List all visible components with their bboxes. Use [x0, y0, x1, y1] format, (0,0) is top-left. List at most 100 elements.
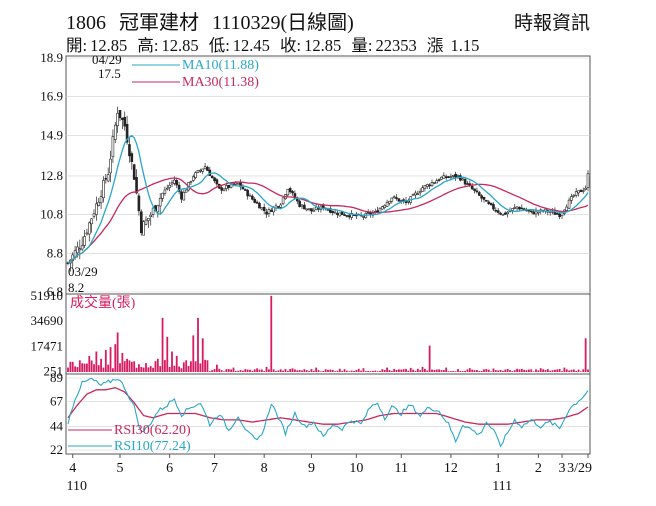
candle-body	[421, 187, 424, 192]
y-tick-label: 251	[44, 364, 64, 379]
candle-body	[506, 211, 509, 215]
volume-bar	[239, 370, 242, 372]
volume-bar	[123, 361, 126, 372]
volume-bar	[537, 370, 540, 372]
volume-bar	[575, 370, 578, 372]
x-tick-label: 10	[349, 461, 363, 476]
volume-bar	[322, 370, 325, 372]
candle-body	[513, 207, 517, 209]
volume-bar	[216, 364, 218, 372]
candle-body	[267, 209, 271, 214]
volume-bar	[407, 370, 410, 372]
volume-bar	[112, 368, 114, 372]
x-tick-label: 6	[166, 461, 173, 476]
candle-body	[251, 195, 254, 200]
volume-bar	[539, 368, 542, 372]
candle-body	[435, 180, 439, 184]
volume-bar	[520, 368, 523, 372]
candle-body	[258, 203, 261, 209]
volume-bar	[556, 369, 559, 372]
volume-bar	[119, 363, 121, 372]
volume-bar	[476, 370, 478, 372]
volume-bar	[338, 368, 341, 372]
legend-rsi10: RSI10(77.24)	[68, 439, 191, 454]
volume-bar	[440, 370, 443, 372]
volume-bar	[88, 355, 91, 372]
candle-body	[139, 211, 143, 234]
candle-body	[215, 179, 219, 185]
candle-body	[90, 218, 93, 225]
candle-body	[433, 182, 436, 184]
legend-rsi10-label: RSI10(77.24)	[114, 439, 191, 454]
volume-bar	[402, 369, 405, 372]
candle-body	[144, 219, 148, 225]
volume-bar	[355, 370, 358, 372]
candle-body	[312, 210, 316, 212]
candle-body	[76, 246, 79, 254]
volume-bar	[182, 362, 185, 372]
volume-bar	[367, 370, 370, 372]
candle-body	[572, 194, 576, 197]
volume-bar	[114, 344, 117, 372]
candle-body	[392, 196, 396, 199]
volume-bar	[400, 369, 403, 372]
volume-bar	[435, 369, 438, 372]
volume-bar	[171, 351, 173, 372]
candle-body	[451, 174, 455, 177]
y-tick-label: 17471	[31, 338, 64, 353]
volume-bar	[438, 369, 440, 372]
chart-title: 1806 冠軍建材 1110329(日線圖)	[66, 6, 362, 35]
stat-high: 高: 12.85	[137, 36, 199, 55]
volume-bar	[178, 366, 180, 372]
candle-body	[496, 210, 500, 213]
volume-bar	[190, 361, 192, 372]
candle-body	[390, 197, 394, 202]
candle-body	[577, 190, 580, 194]
volume-bar	[284, 369, 287, 372]
volume-title: 成交量(張)	[70, 294, 136, 311]
low-value-label: 8.2	[68, 280, 84, 295]
volume-bar	[227, 369, 230, 372]
volume-panel-frame	[65, 293, 591, 375]
volume-bar	[383, 370, 386, 372]
x-tick-label: 5	[117, 461, 124, 476]
candle-body	[106, 174, 110, 182]
volume-bar	[563, 367, 566, 372]
candle-body	[158, 197, 162, 207]
volume-bar	[504, 369, 507, 372]
volume-bar	[317, 370, 320, 372]
candle-body	[191, 176, 195, 181]
candle-body	[381, 206, 384, 210]
volume-bar	[372, 370, 374, 372]
candle-body	[78, 248, 82, 251]
volume-bar	[194, 361, 197, 372]
y-tick-label: 8.8	[47, 245, 63, 260]
x-tick-label: 7	[211, 461, 218, 476]
low-date-label: 03/29	[68, 264, 98, 279]
candle-body	[581, 190, 585, 192]
candle-body	[466, 183, 469, 185]
volume-bar	[234, 371, 237, 372]
volume-bar	[298, 369, 301, 372]
volume-bar	[156, 358, 159, 372]
y-tick-label: 89	[50, 370, 63, 385]
x-year-label: 111	[492, 479, 512, 494]
volume-bar	[424, 368, 426, 372]
volume-bar	[386, 367, 388, 372]
y-tick-label: 67	[50, 394, 64, 409]
candle-body	[463, 179, 467, 185]
volume-bar	[130, 361, 133, 372]
volume-bar	[100, 358, 102, 372]
x-tick-label: 9	[308, 461, 315, 476]
candle-body	[163, 189, 167, 194]
volume-bar	[135, 367, 138, 372]
volume-bar	[81, 363, 84, 372]
volume-bar	[350, 370, 353, 372]
volume-bar	[518, 369, 521, 372]
candle-body	[411, 194, 415, 196]
volume-bar	[492, 368, 495, 372]
volume-bars	[67, 295, 589, 372]
candle-body	[326, 209, 330, 212]
volume-bar	[296, 370, 299, 372]
volume-bar	[279, 369, 282, 372]
